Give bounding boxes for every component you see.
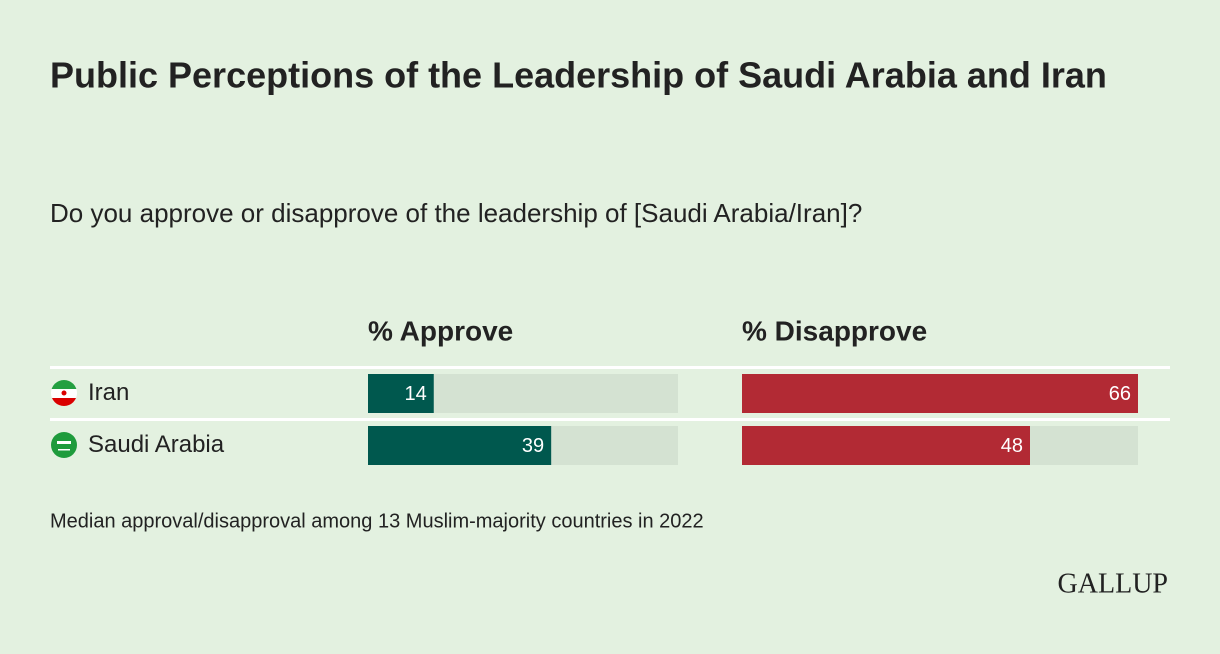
chart-subtitle: Do you approve or disapprove of the lead…: [50, 198, 862, 228]
category-label: Saudi Arabia: [88, 431, 225, 458]
legend-header: % Disapprove: [742, 315, 927, 346]
bar: [368, 374, 434, 413]
data-label: 48: [1001, 435, 1023, 457]
category-label: Iran: [88, 379, 129, 406]
data-label: 39: [522, 435, 544, 457]
bar: [368, 426, 552, 465]
footnote: Median approval/disapproval among 13 Mus…: [50, 510, 704, 532]
data-label: 66: [1109, 383, 1131, 405]
bar: [742, 426, 1030, 465]
chart-title-line1: Public Perceptions of the Leadership of …: [50, 55, 1107, 96]
bar: [742, 374, 1138, 413]
row-divider: [50, 418, 1170, 421]
legend-header: % Approve: [368, 315, 513, 346]
row-divider: [50, 366, 1170, 369]
logo: GALLUP: [1058, 568, 1168, 599]
flag-saudi-arabia: [51, 432, 77, 458]
data-label: 14: [405, 383, 427, 405]
flag-iran: [51, 380, 77, 406]
